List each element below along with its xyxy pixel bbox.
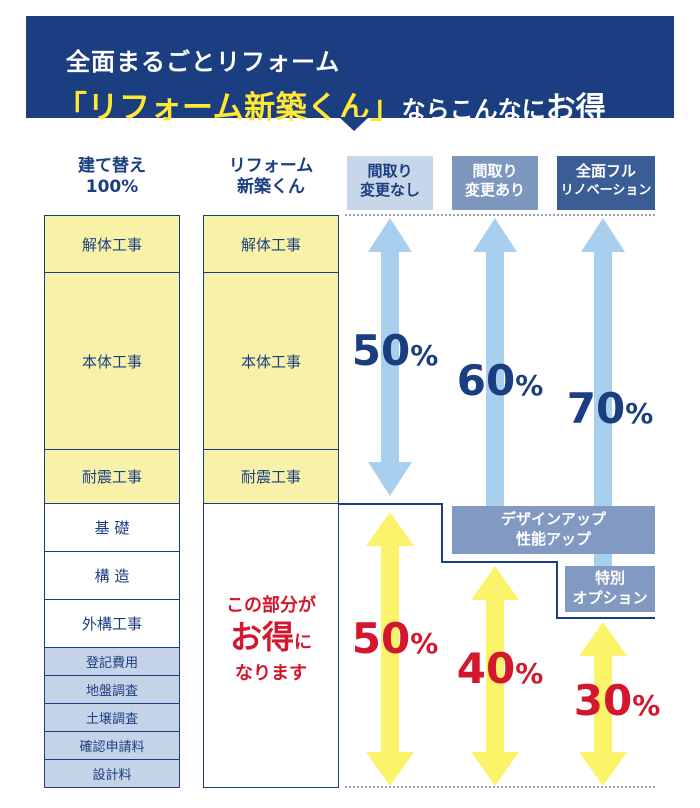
headline-emphasis: お得 <box>545 91 606 126</box>
savings-particle: に <box>294 632 312 653</box>
rebuild-item: 外構工事 <box>44 600 180 648</box>
reform-header-line2: 新築くん <box>237 177 305 197</box>
option-line1: デザインアップ <box>500 510 606 528</box>
bottom-guide-line <box>345 786 655 788</box>
reform-item: 解体工事 <box>203 215 339 273</box>
headline-tail: ならこんなに <box>401 96 546 124</box>
rebuild-item: 耐震工事 <box>44 450 180 504</box>
savings-line1: この部分が <box>226 595 316 616</box>
rebuild-header: 建て替え 100% <box>44 156 180 198</box>
savings-line2: お得に <box>203 617 339 663</box>
reform-header-line1: リフォーム <box>228 156 314 176</box>
percent-unit: % <box>410 339 439 372</box>
rebuild-item: 解体工事 <box>44 215 180 273</box>
percent-unit: % <box>625 397 654 430</box>
percent-unit: % <box>515 657 544 690</box>
percent-unit: % <box>515 369 544 402</box>
percent-unit: % <box>410 627 439 660</box>
rebuild-item: 地盤調査 <box>44 676 180 704</box>
savings-emphasis: お得 <box>229 618 294 656</box>
option-line2: 性能アップ <box>515 530 591 548</box>
reform-header: リフォーム 新築くん <box>203 156 339 198</box>
rebuild-header-title: 建て替え <box>78 156 146 176</box>
scenario-tag-line1: 全面フル <box>575 162 636 180</box>
rebuild-item: 基 礎 <box>44 504 180 552</box>
banner-pointer <box>339 117 369 131</box>
scenario-tag-full-renovation: 全面フル リノベーション <box>557 156 655 210</box>
yellow-arrow <box>471 566 519 786</box>
percent-value: 60 <box>456 356 516 405</box>
percent-value: 50 <box>351 326 411 375</box>
scenario-tag-line1: 間取り <box>367 162 413 180</box>
scenario-tag-layout-change: 間取り 変更あり <box>452 156 538 210</box>
percent-label: 60% <box>455 356 545 405</box>
top-guide-line <box>345 214 655 216</box>
scenario-tag-line1: 間取り <box>472 162 518 180</box>
reform-item: 耐震工事 <box>203 450 339 504</box>
rebuild-item: 確認申請料 <box>44 732 180 760</box>
blue-arrow <box>368 218 412 496</box>
rebuild-header-percent: 100% <box>85 177 139 197</box>
headline-line1: 全面まるごとリフォーム <box>66 48 341 76</box>
percent-label: 70% <box>565 384 655 433</box>
rebuild-item: 登記費用 <box>44 648 180 676</box>
rebuild-item: 本体工事 <box>44 273 180 450</box>
percent-value: 50 <box>351 614 411 663</box>
percent-value: 40 <box>456 644 516 693</box>
option-line1: 特別 <box>594 569 625 587</box>
rebuild-item: 構 造 <box>44 552 180 600</box>
blue-arrow <box>473 218 517 554</box>
savings-callout: この部分が お得に なります <box>203 595 339 685</box>
yellow-arrow <box>579 622 627 786</box>
savings-area <box>203 504 339 788</box>
headline-banner: 全面まるごとリフォーム 「リフォーム新築くん」ならこんなにお得 <box>26 16 674 126</box>
rebuild-item: 土壌調査 <box>44 704 180 732</box>
yellow-arrow <box>366 512 414 786</box>
option-line2: オプション <box>572 589 648 607</box>
option-special: 特別 オプション <box>565 566 655 612</box>
percent-label: 40% <box>455 644 545 693</box>
blue-arrow <box>581 218 625 609</box>
scenario-tag-line2: 変更あり <box>464 181 525 199</box>
rebuild-item: 設計料 <box>44 760 180 788</box>
scenario-tag-no-layout-change: 間取り 変更なし <box>347 156 433 210</box>
reform-item: 本体工事 <box>203 273 339 450</box>
percent-label: 50% <box>350 326 440 375</box>
savings-line3: なります <box>235 663 307 684</box>
option-design-performance: デザインアップ 性能アップ <box>452 506 655 554</box>
scenario-tag-line2: リノベーション <box>560 183 652 198</box>
percent-unit: % <box>632 689 661 722</box>
percent-value: 30 <box>573 676 633 725</box>
percent-value: 70 <box>566 384 626 433</box>
percent-label: 50% <box>350 614 440 663</box>
step-outline-line <box>339 503 655 619</box>
scenario-tag-line2: 変更なし <box>359 181 420 199</box>
percent-label: 30% <box>572 676 662 725</box>
